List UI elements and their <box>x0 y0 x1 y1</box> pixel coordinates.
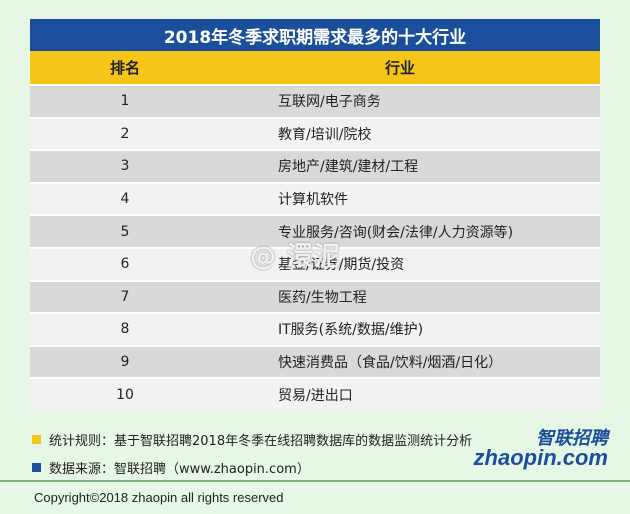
rank-cell: 5 <box>120 223 130 240</box>
table-row: 3 房地产/建筑/建材/工程 <box>30 149 600 182</box>
rank-cell: 1 <box>120 93 130 110</box>
table-row: 9 快速消费品（食品/饮料/烟酒/日化） <box>30 344 600 378</box>
notes: 统计规则：基于智联招聘2018年冬季在线招聘数据库的数据监测统计分析 数据来源：… <box>32 428 472 484</box>
note-rule-text: 统计规则：基于智联招聘2018年冬季在线招聘数据库的数据监测统计分析 <box>49 433 473 449</box>
copyright-footer: Copyright©2018 zhaopin all rights reserv… <box>0 480 630 514</box>
table-row: 8 IT服务(系统/数据/维护) <box>30 312 600 345</box>
rank-cell: 7 <box>120 288 130 305</box>
industry-cell: 教育/培训/院校 <box>278 126 372 143</box>
yellow-square-icon <box>32 434 41 444</box>
industry-table: 排名 行业 1 互联网/电子商务 2 教育/培训/院校 3 房地产/建筑/建材/工程 4 计算… <box>30 51 600 410</box>
table-row: 10 贸易/进出口 <box>30 377 600 410</box>
table-row: 4 计算机软件 <box>30 181 600 215</box>
table-row: 5 专业服务/咨询(财会/法律/人力资源等) <box>30 214 600 247</box>
table-header: 排名 行业 <box>30 51 600 84</box>
table-row: 7 医药/生物工程 <box>30 279 600 313</box>
industry-cell: 计算机软件 <box>278 192 348 209</box>
industry-cell: 专业服务/咨询(财会/法律/人力资源等) <box>278 224 514 241</box>
watermark: @ 澴泥 <box>250 242 342 272</box>
table-row: 6 基金/证券/期货/投资 <box>30 246 600 280</box>
rank-cell: 2 <box>120 125 130 142</box>
zhaopin-logo: 智联招聘 zhaopin.com <box>474 424 608 474</box>
note-source-text: 数据来源：智联招聘（www.zhaopin.com） <box>49 461 310 477</box>
table-title: 2018年冬季求职期需求最多的十大行业 <box>30 19 600 51</box>
industry-cell: 医药/生物工程 <box>278 289 367 306</box>
note-source: 数据来源：智联招聘（www.zhaopin.com） <box>32 456 472 478</box>
header-industry: 行业 <box>384 59 415 77</box>
blue-square-icon <box>32 462 41 472</box>
industry-cell: 快速消费品（食品/饮料/烟酒/日化） <box>278 355 503 372</box>
table-row: 1 互联网/电子商务 <box>30 84 600 117</box>
industry-cell: 贸易/进出口 <box>278 387 353 404</box>
rank-cell: 3 <box>120 158 130 175</box>
rank-cell: 8 <box>120 321 130 338</box>
logo-en: zhaopin.com <box>473 445 608 470</box>
note-rule: 统计规则：基于智联招聘2018年冬季在线招聘数据库的数据监测统计分析 <box>32 428 472 450</box>
industry-cell: 互联网/电子商务 <box>278 94 381 111</box>
header-rank: 排名 <box>109 59 140 77</box>
rank-cell: 9 <box>120 354 130 371</box>
logo-cn: 智联招聘 <box>536 428 608 449</box>
rank-cell: 4 <box>120 191 130 208</box>
industry-cell: IT服务(系统/数据/维护) <box>278 322 424 339</box>
industry-cell: 房地产/建筑/建材/工程 <box>278 159 419 176</box>
industry-cell: 基金/证券/期货/投资 <box>278 257 405 274</box>
table-row: 2 教育/培训/院校 <box>30 116 600 150</box>
rank-cell: 6 <box>120 256 130 273</box>
rank-cell: 10 <box>116 386 134 403</box>
